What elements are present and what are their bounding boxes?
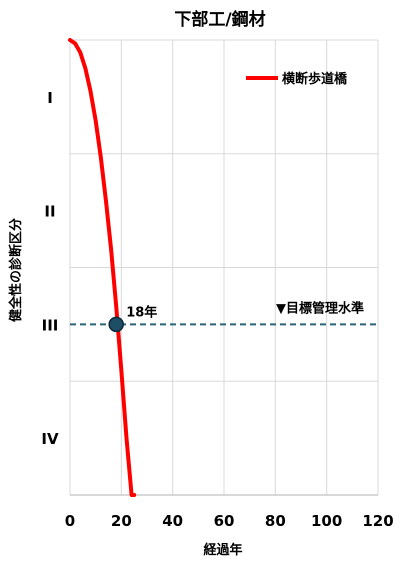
- y-category-3: III: [42, 316, 59, 334]
- x-tick-20: 20: [111, 512, 132, 530]
- x-tick-80: 80: [265, 512, 286, 530]
- x-tick-100: 100: [311, 512, 342, 530]
- y-category-2: II: [44, 203, 55, 221]
- y-axis-label: 健全性の診断区分: [8, 218, 24, 322]
- y-category-1: I: [47, 89, 53, 107]
- chart-title: 下部工/鋼材: [174, 9, 265, 30]
- y-category-4: IV: [41, 430, 59, 448]
- legend-label: 横断歩道橋: [282, 71, 348, 87]
- legend: 横断歩道橋: [246, 71, 348, 87]
- x-tick-40: 40: [162, 512, 183, 530]
- x-tick-labels: 0 20 40 60 80 100 120: [65, 512, 394, 530]
- intersection-label: 18年: [126, 304, 157, 320]
- intersection-marker: [108, 316, 124, 333]
- series-layer: [68, 38, 137, 497]
- x-tick-60: 60: [214, 512, 235, 530]
- plot-grid: [69, 39, 379, 496]
- x-axis-label: 経過年: [203, 542, 242, 558]
- target-level-label: ▼目標管理水準: [276, 300, 364, 316]
- series-line-0: [68, 38, 137, 497]
- x-tick-0: 0: [65, 512, 75, 530]
- x-tick-120: 120: [362, 512, 393, 530]
